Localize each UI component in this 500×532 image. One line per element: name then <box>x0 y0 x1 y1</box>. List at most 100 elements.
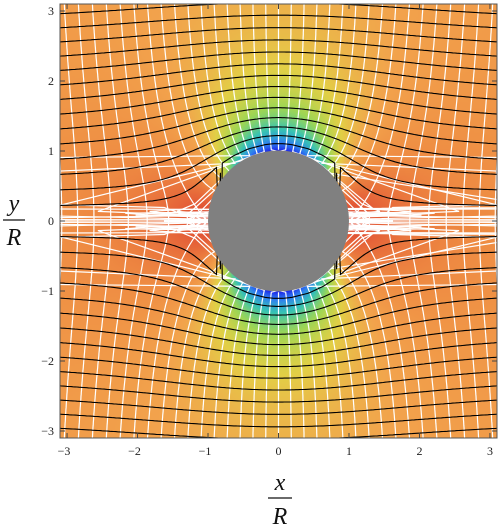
potential-line <box>60 221 497 438</box>
streamline <box>278 107 497 145</box>
potential-line <box>60 4 497 221</box>
streamline <box>60 282 279 325</box>
potential-line <box>445 221 466 438</box>
streamline <box>60 51 279 72</box>
potential-line <box>163 4 497 222</box>
potential-line <box>299 4 367 222</box>
potential-line <box>60 221 497 438</box>
streamline <box>46 456 279 466</box>
streamline <box>278 370 497 391</box>
streamline <box>60 27 279 43</box>
potential-line <box>77 4 95 221</box>
potential-line <box>445 4 466 221</box>
y-tick-label: 0 <box>48 214 54 228</box>
potential-line <box>149 220 497 438</box>
potential-line <box>119 221 148 438</box>
streamline <box>278 356 497 379</box>
streamline <box>60 327 279 356</box>
potential-line <box>160 220 216 438</box>
streamline <box>325 4 497 15</box>
potential-line <box>35 221 46 452</box>
potential-line <box>77 221 95 438</box>
streamline <box>46 442 279 453</box>
potential-line <box>149 4 497 222</box>
streamline <box>279 456 500 466</box>
potential-line <box>63 221 79 438</box>
potential-line <box>163 220 497 438</box>
streamline <box>278 342 497 368</box>
potential-line <box>409 221 438 438</box>
streamline <box>60 4 232 15</box>
potential-line <box>97 4 265 222</box>
streamline <box>278 282 497 325</box>
streamline <box>278 297 497 335</box>
streamline <box>60 267 279 316</box>
potential-line <box>478 4 494 221</box>
x-axis-label-numerator: x <box>274 470 286 496</box>
streamline <box>278 27 497 43</box>
streamline <box>278 51 497 72</box>
potential-line <box>60 221 63 291</box>
y-axis-label-numerator: y <box>7 191 20 217</box>
streamline <box>60 413 279 428</box>
streamline <box>60 342 279 368</box>
streamline <box>278 385 497 403</box>
potential-line <box>292 220 460 438</box>
potential-line <box>146 220 209 438</box>
potential-line <box>91 4 112 221</box>
cylinder <box>208 150 349 292</box>
streamline <box>278 172 497 299</box>
y-tick-label: −3 <box>41 424 54 438</box>
streamline <box>60 86 279 115</box>
y-tick-label: −1 <box>41 284 54 298</box>
potential-line <box>105 221 129 438</box>
potential-line <box>462 221 480 438</box>
streamline <box>60 251 279 307</box>
streamline <box>60 143 279 270</box>
streamline <box>60 39 279 57</box>
streamline <box>60 14 279 29</box>
potential-line <box>146 4 209 222</box>
potential-line <box>494 151 497 221</box>
y-axis-label-denominator: R <box>6 225 22 251</box>
potential-line <box>60 220 394 438</box>
streamline <box>60 297 279 335</box>
potential-line <box>190 220 258 438</box>
streamline <box>60 135 279 191</box>
streamline <box>60 312 279 346</box>
x-tick-label: 2 <box>416 444 422 458</box>
potential-line <box>494 221 497 291</box>
potential-line <box>60 4 394 222</box>
streamline <box>60 107 279 145</box>
streamline <box>60 172 279 299</box>
potential-line <box>348 220 411 438</box>
streamline <box>278 39 497 57</box>
x-tick-label: 1 <box>346 444 352 458</box>
x-axis-label-denominator: R <box>272 504 288 530</box>
potential-line <box>63 4 79 221</box>
y-axis-label: y R <box>3 191 25 251</box>
x-tick-label: 3 <box>487 444 493 458</box>
axis-tick-labels: −3 −2 −1 0 1 2 3 −3 −2 −1 0 1 2 3 <box>41 4 493 458</box>
y-tick-label: 1 <box>48 144 54 158</box>
axis-ticks <box>60 4 497 438</box>
streamline <box>278 74 497 100</box>
streamline <box>278 399 497 415</box>
potential-line <box>348 4 411 222</box>
potential-line <box>97 220 265 438</box>
potential-line <box>35 0 46 221</box>
potential-line <box>91 221 112 438</box>
y-tick-label: 2 <box>48 74 54 88</box>
potential-line <box>60 151 63 221</box>
potential-line <box>190 4 258 222</box>
potential-line <box>387 4 424 222</box>
potential-line <box>462 4 480 221</box>
streamline <box>325 427 497 438</box>
potential-line <box>160 4 216 222</box>
potential-line <box>119 4 148 221</box>
streamline <box>278 86 497 115</box>
streamline <box>60 370 279 391</box>
streamline <box>60 399 279 415</box>
streamline <box>60 126 279 175</box>
